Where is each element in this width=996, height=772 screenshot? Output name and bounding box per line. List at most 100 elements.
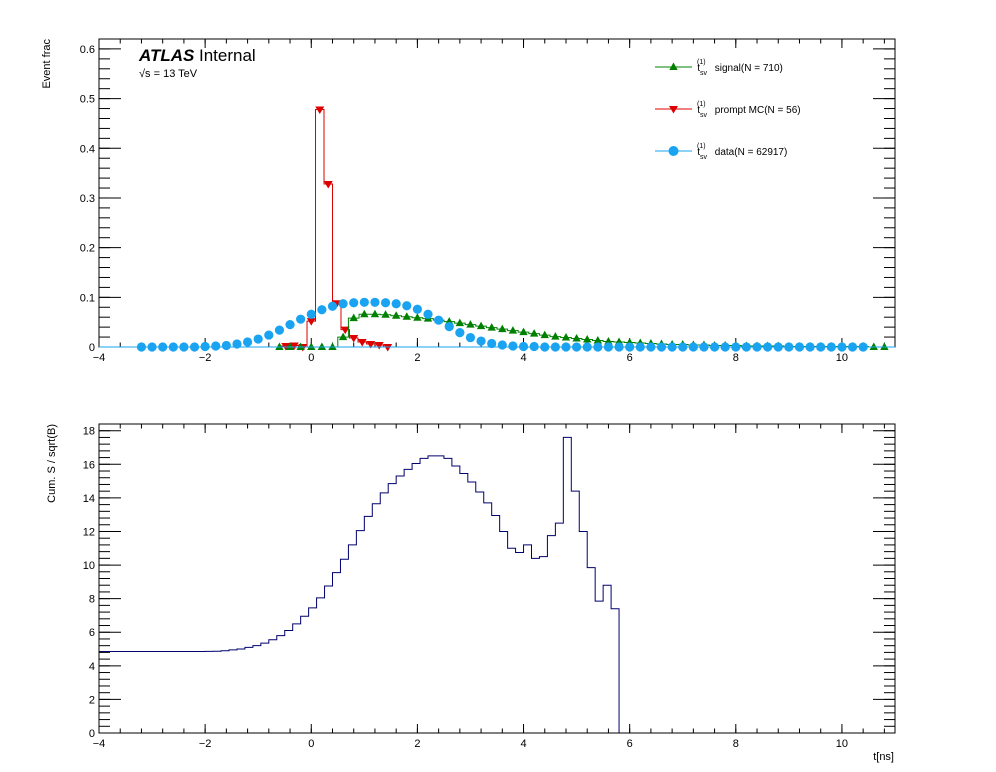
legend-prompt-marker [669,106,678,114]
data-marker [858,342,868,352]
signal-marker [381,310,390,318]
data-marker [784,342,794,352]
signal-marker [572,334,581,342]
signal-marker [370,309,380,318]
data-marker [221,340,231,351]
bottom-y-tick-label: 0 [89,728,95,740]
data-marker [847,342,858,352]
data-marker [593,342,603,352]
top-y-tick-label: 0.5 [80,94,95,106]
signal-marker [593,336,603,344]
data-marker [444,322,454,332]
data-marker [731,342,741,352]
prompt-marker [383,344,393,352]
data-marker [179,342,189,352]
bottom-x-tick-label: 2 [414,738,420,750]
data-marker [518,341,529,352]
data-marker [763,342,773,352]
data-marker [317,305,327,315]
data-marker [285,320,295,330]
prompt-marker [323,181,333,189]
top-x-tick-label: 2 [414,352,420,364]
data-marker [635,342,645,352]
prompt-marker [340,326,350,335]
top-axis-ticks [98,38,895,348]
bottom-x-tick-label: 4 [520,738,526,750]
data-marker [349,298,359,308]
data-marker [359,297,369,307]
data-marker [550,342,560,352]
top-y-tick-label: 0.4 [80,143,95,155]
signal-marker [466,320,475,328]
bottom-plot-frame [98,423,896,734]
bottom-y-tick-label: 8 [89,594,95,606]
data-marker [168,342,178,352]
signal-marker [317,342,327,350]
signal-marker [487,323,496,331]
data-marker [476,336,486,346]
signal-marker [275,342,284,350]
signal-marker [561,333,571,341]
top-y-tick-label: 0.2 [80,243,95,255]
signal-marker [285,342,295,350]
energy-label: √s = 13 TeV [139,68,198,80]
signal-marker [529,329,539,337]
data-marker [508,341,518,351]
data-marker [709,342,720,352]
bottom-y-tick-label: 16 [83,459,95,471]
bottom-y-tick-label: 4 [89,661,95,673]
signal-marker [296,342,305,350]
signal-marker [391,311,401,319]
prompt-marker [349,335,359,343]
top-x-tick-label: 4 [520,352,526,364]
prompt-marker [357,339,367,347]
atlas-label: ATLAS [138,46,195,65]
signal-marker [540,330,549,339]
data-marker [741,342,752,352]
top-y-tick-label: 0.6 [80,44,95,56]
top-y-tick-label: 0.1 [80,292,95,304]
bottom-axis-ticks [98,423,895,734]
top-plot-frame [98,38,896,348]
data-marker [720,342,730,352]
legend-signal-label: t(1) sv signal(N = 710) [697,59,783,77]
signal-marker [604,337,613,345]
data-marker [189,342,200,352]
signal-marker [880,342,889,350]
data-marker [242,337,253,347]
bottom-x-tick-label: −2 [199,738,212,750]
data-marker [158,342,168,352]
internal-label: Internal [199,46,256,65]
bottom-x-tick-label: 6 [627,738,633,750]
data-marker [423,309,433,319]
data-marker [296,314,306,324]
signal-marker [413,313,422,321]
data-marker [391,299,401,309]
data-marker [699,342,709,352]
data-marker [338,299,348,309]
bottom-y-tick-label: 14 [83,493,95,505]
prompt-marker [366,341,376,349]
bottom-x-tick-label: 8 [733,738,739,750]
data-marker [232,339,242,349]
data-marker [614,342,624,352]
significance-histogram-line [99,436,620,733]
data-marker [147,342,157,352]
bottom-y-tick-label: 18 [83,426,95,438]
signal-marker [519,327,528,336]
top-series-group [99,106,895,352]
signal-marker [328,342,337,350]
top-panel: −4 −2 0 2 4 6 8 10 0 0.1 0.2 0.3 0.4 0.5 0.6 Event fr… [41,38,896,364]
prompt-marker [289,342,299,351]
data-marker [211,341,221,351]
data-marker [540,342,550,352]
data-marker [646,342,656,352]
bottom-panel: −4 −2 0 2 4 6 8 10 0 2 4 6 8 10 12 14 16 18 Cum. S / sqr… [46,423,896,763]
data-marker [582,342,592,352]
bottom-y-tick-label: 2 [89,694,95,706]
signal-marker [869,342,878,350]
signal-marker [349,313,358,322]
signal-marker [476,321,486,330]
bottom-x-tick-label: 10 [836,738,848,750]
data-marker [561,342,571,352]
